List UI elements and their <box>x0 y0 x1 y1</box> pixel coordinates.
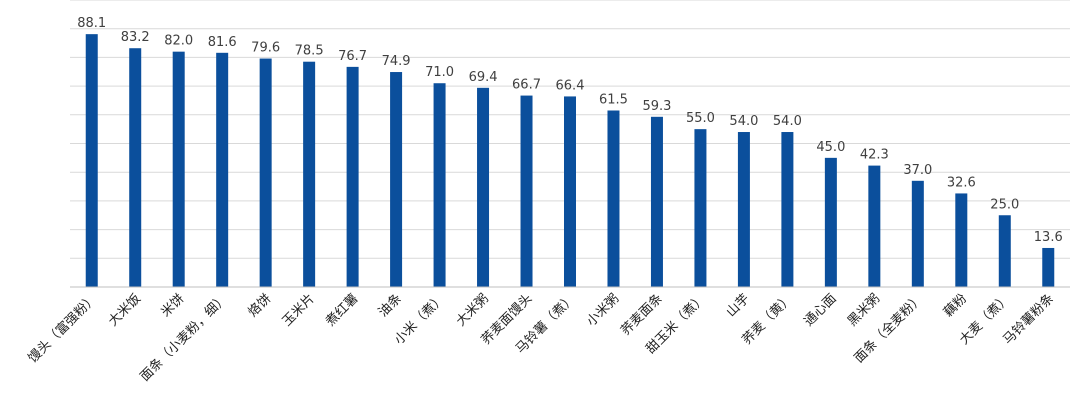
bar <box>824 157 837 287</box>
value-label: 55.0 <box>686 111 715 126</box>
value-label: 76.7 <box>338 49 367 64</box>
bar <box>520 95 533 287</box>
bar <box>737 132 750 287</box>
bar <box>303 61 316 287</box>
value-label: 25.0 <box>990 197 1019 212</box>
category-label: 玉米片 <box>280 291 318 329</box>
value-label: 69.4 <box>469 70 498 85</box>
value-label: 78.5 <box>295 44 324 59</box>
bar <box>911 180 924 287</box>
bar <box>477 87 490 288</box>
category-label: 大米饭 <box>106 291 144 329</box>
category-label: 馒头（富强粉） <box>25 291 101 367</box>
value-label: 59.3 <box>642 99 671 114</box>
value-label: 66.4 <box>556 78 585 93</box>
bar <box>85 34 98 287</box>
bar <box>781 132 794 287</box>
bar <box>998 215 1011 287</box>
category-label: 藕粉 <box>941 291 970 320</box>
category-label: 米饼 <box>159 291 188 320</box>
value-label: 88.1 <box>77 16 106 31</box>
bar <box>868 165 881 287</box>
category-label: 黑米粥 <box>844 291 883 330</box>
value-label: 74.9 <box>382 54 411 69</box>
category-label: 油条 <box>375 291 405 321</box>
bar <box>607 110 620 288</box>
bar <box>694 129 707 287</box>
value-label: 81.6 <box>208 35 237 50</box>
value-labels: 88.1 83.2 82.0 81.6 79.6 78.5 76.7 74.9 71.0 69.4… <box>77 16 1062 245</box>
bars <box>85 34 1055 288</box>
value-label: 66.7 <box>512 78 541 93</box>
bar <box>172 51 185 287</box>
value-label: 61.5 <box>599 92 628 107</box>
value-label: 79.6 <box>251 41 280 56</box>
bar <box>259 58 272 287</box>
bar <box>564 96 576 287</box>
value-label: 82.0 <box>164 34 193 49</box>
category-label: 煮红薯 <box>323 291 362 330</box>
bar <box>346 66 359 287</box>
bar <box>216 52 229 287</box>
category-label: 烙饼 <box>245 291 275 321</box>
bar <box>650 116 663 288</box>
value-label: 42.3 <box>860 148 889 163</box>
category-label: 大米粥 <box>453 291 492 330</box>
value-label: 37.0 <box>903 163 932 178</box>
bar <box>129 48 142 287</box>
value-label: 83.2 <box>121 30 150 45</box>
bar <box>955 193 968 287</box>
bar <box>433 83 446 287</box>
value-label: 45.0 <box>816 140 845 155</box>
category-label: 小米粥 <box>583 291 622 330</box>
value-label: 54.0 <box>773 114 802 129</box>
category-label: 通心面 <box>802 291 840 329</box>
value-label: 71.0 <box>425 65 454 80</box>
value-label: 32.6 <box>947 175 976 190</box>
value-label: 13.6 <box>1034 230 1063 245</box>
value-label: 54.0 <box>729 114 758 129</box>
category-label: 山芋 <box>724 291 753 320</box>
bar <box>390 72 403 287</box>
bar <box>1042 247 1055 287</box>
